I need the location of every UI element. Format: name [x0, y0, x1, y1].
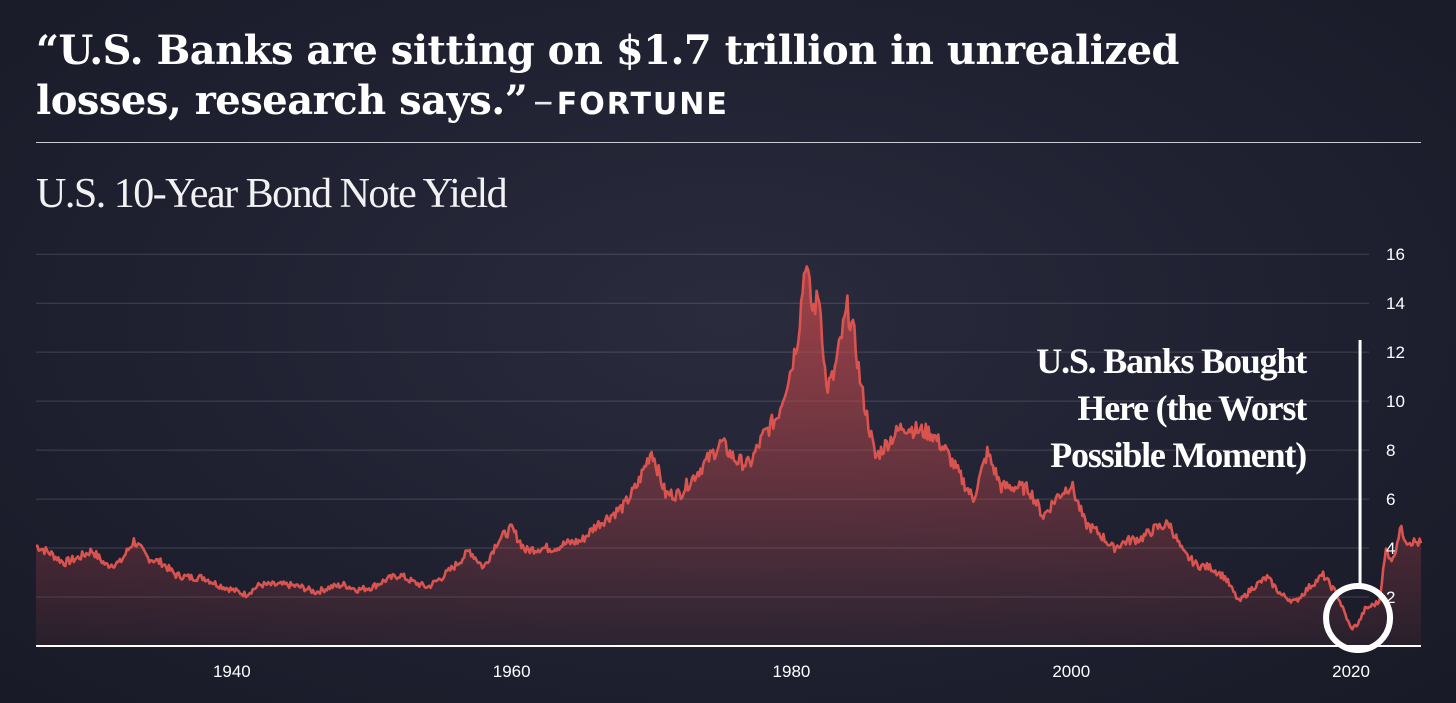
- headline-quote: “U.S. Banks are sitting on $1.7 trillion…: [36, 27, 1180, 124]
- axes: 2 4 6 8 10 12 14 16 1940 1960 1980 2000 2020: [36, 245, 1421, 681]
- annotation-circle: [1323, 582, 1394, 653]
- annotation-line: U.S. Banks Bought: [1036, 341, 1307, 381]
- x-tick-label: 1980: [773, 662, 811, 681]
- x-tick-label: 1960: [493, 662, 531, 681]
- series-area-fill: [36, 266, 1421, 646]
- y-tick-label: 10: [1386, 392, 1405, 411]
- headline: “U.S. Banks are sitting on $1.7 trillion…: [36, 26, 1236, 130]
- x-tick-label: 1940: [213, 662, 251, 681]
- y-tick-label: 8: [1386, 441, 1395, 460]
- data-area: [35, 265, 1423, 646]
- y-tick-label: 2: [1386, 588, 1395, 607]
- annotation: [1323, 340, 1394, 653]
- x-tick-label: 2000: [1052, 662, 1090, 681]
- annotation-line: Here (the Worst: [1077, 388, 1307, 428]
- y-tick-label: 6: [1386, 490, 1395, 509]
- y-tick-label: 4: [1386, 539, 1395, 558]
- chart-title: U.S. 10-Year Bond Note Yield: [36, 171, 508, 217]
- y-tick-label: 14: [1386, 294, 1405, 313]
- headline-dash: –: [533, 78, 553, 124]
- headline-source: FORTUNE: [556, 87, 729, 122]
- series-line: [35, 265, 1423, 631]
- divider: [36, 142, 1421, 143]
- annotation-line: Possible Moment): [1050, 435, 1307, 475]
- y-tick-label: 16: [1386, 245, 1405, 264]
- x-tick-label: 2020: [1332, 662, 1370, 681]
- annotation-text: U.S. Banks Bought Here (the Worst Possib…: [960, 338, 1307, 479]
- y-tick-label: 12: [1386, 343, 1405, 362]
